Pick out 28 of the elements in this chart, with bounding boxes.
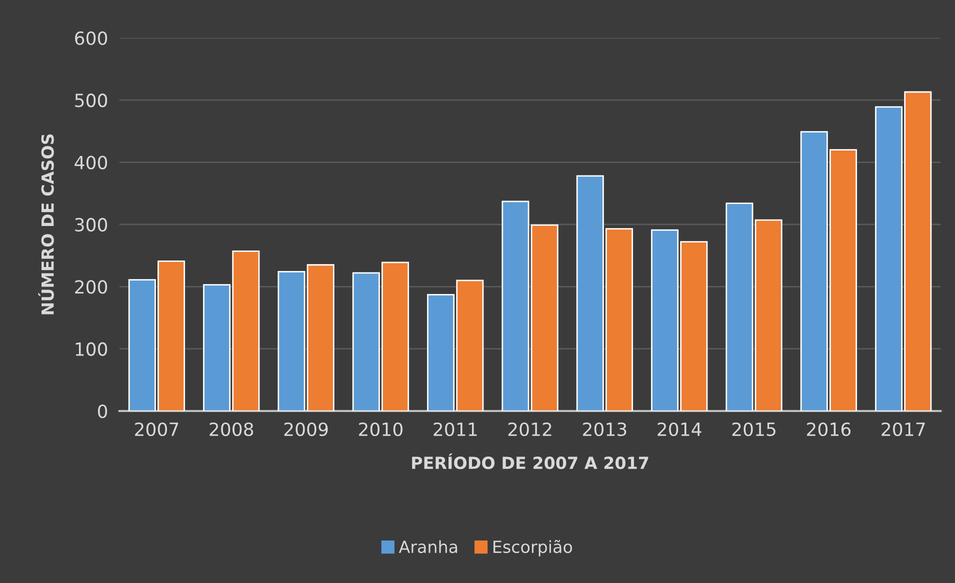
x-tick-label: 2012 xyxy=(508,422,552,436)
x-tick-label: 2007 xyxy=(135,422,178,436)
y-axis-title: NÚMERO DE CASOS xyxy=(38,134,54,314)
bar xyxy=(530,224,558,412)
bar xyxy=(726,202,754,412)
y-tick-label: 100 xyxy=(76,342,108,356)
x-tick-label: 2008 xyxy=(210,422,254,436)
x-tick-label: 2014 xyxy=(658,422,702,436)
x-tick-label: 2017 xyxy=(882,422,925,436)
y-tick-label: 500 xyxy=(75,94,108,108)
y-tick-label: 600 xyxy=(75,31,108,46)
x-tick-label: 2015 xyxy=(732,422,776,436)
x-tick-label: 2011 xyxy=(434,422,477,436)
bar xyxy=(502,200,530,412)
x-tick-label: 2013 xyxy=(583,422,626,436)
y-tick-label: 400 xyxy=(74,156,108,170)
bar xyxy=(278,271,306,412)
x-tick-label: 2009 xyxy=(284,422,328,436)
x-axis-title: PERÍODO DE 2007 A 2017 xyxy=(412,454,648,470)
y-tick-label: 0 xyxy=(98,404,108,418)
y-tick-label: 300 xyxy=(75,218,108,232)
y-tick-label: 200 xyxy=(75,280,108,294)
x-tick-label: 2016 xyxy=(807,422,851,436)
bar xyxy=(306,264,334,412)
x-tick-label: 2010 xyxy=(359,422,402,436)
legend-label: Aranha xyxy=(398,540,458,554)
legend-label: Escorpião xyxy=(494,540,572,556)
bar xyxy=(754,219,782,412)
